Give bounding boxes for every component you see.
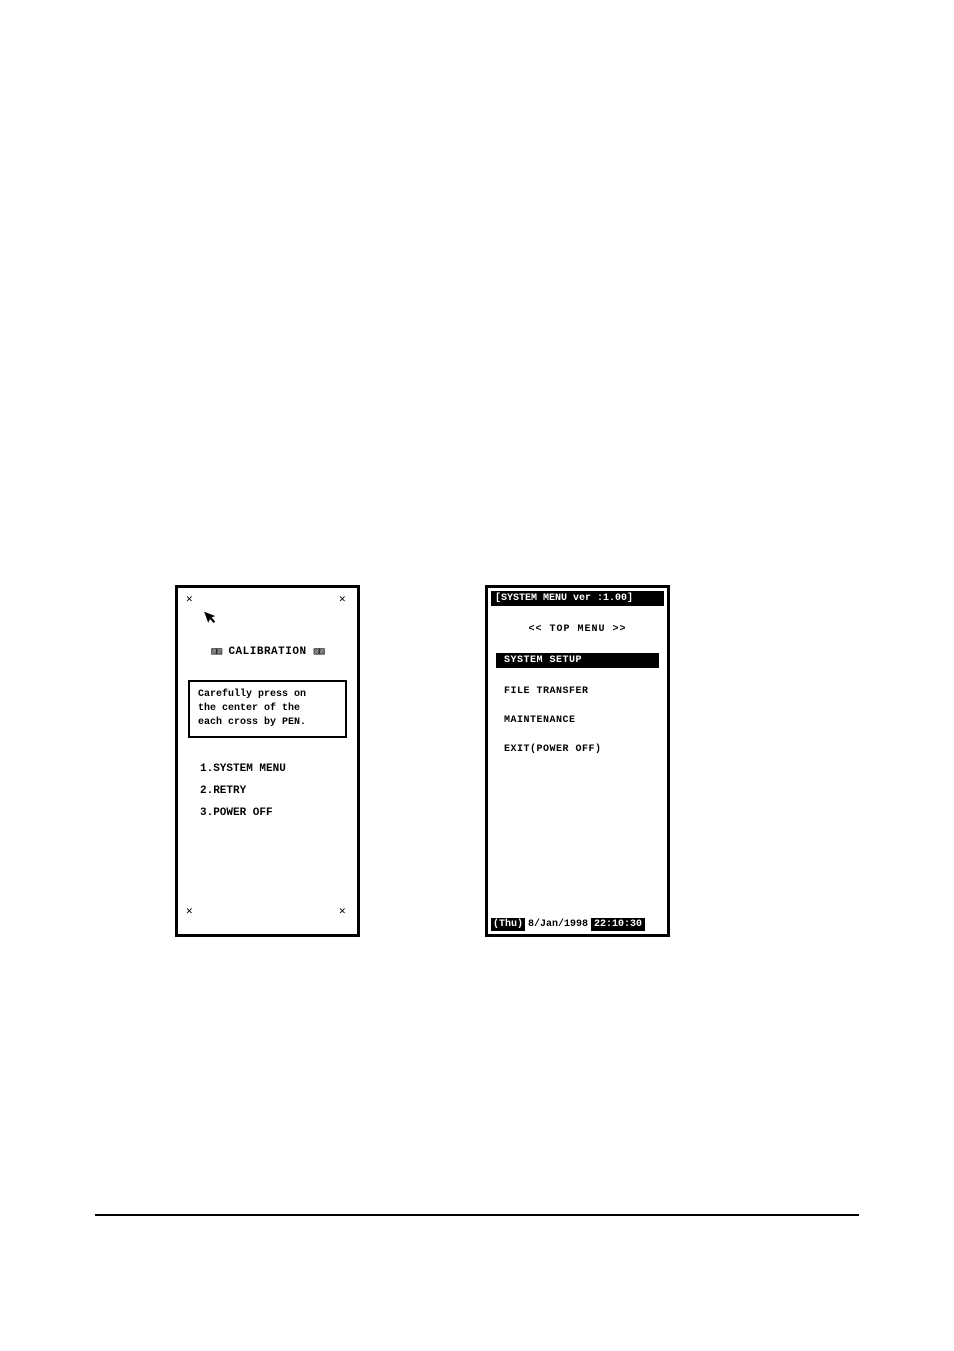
- option-power-off[interactable]: 3.POWER OFF: [200, 807, 286, 819]
- system-menu-screen: [SYSTEM MENU ver :1.00] << TOP MENU >> S…: [485, 585, 670, 937]
- instruction-line-2: the center of the: [198, 702, 337, 716]
- calibration-cross-bottom-right[interactable]: [339, 904, 349, 914]
- menu-item-file-transfer[interactable]: FILE TRANSFER: [504, 686, 667, 697]
- status-day: (Thu): [491, 918, 525, 931]
- menu-item-maintenance[interactable]: MAINTENANCE: [504, 715, 667, 726]
- option-system-menu[interactable]: 1.SYSTEM MENU: [200, 763, 286, 775]
- page-footer-line: [95, 1214, 859, 1216]
- cursor-icon: [203, 606, 223, 631]
- calibration-title: ▨▨ CALIBRATION ▨▨: [178, 646, 357, 658]
- status-date: 8/Jan/1998: [525, 918, 591, 931]
- calibration-cross-bottom-left[interactable]: [186, 904, 196, 914]
- hatch-right-icon: ▨▨: [314, 646, 324, 658]
- status-bar: (Thu) 8/Jan/1998 22:10:30: [491, 918, 664, 931]
- calibration-screen: ▨▨ CALIBRATION ▨▨ Carefully press on the…: [175, 585, 360, 937]
- status-time: 22:10:30: [591, 918, 645, 931]
- calibration-cross-top-right[interactable]: [339, 592, 349, 602]
- calibration-title-text: CALIBRATION: [228, 646, 306, 658]
- calibration-cross-top-left[interactable]: [186, 592, 196, 602]
- instruction-line-3: each cross by PEN.: [198, 716, 337, 730]
- system-menu-header: [SYSTEM MENU ver :1.00]: [491, 591, 664, 606]
- calibration-menu-options: 1.SYSTEM MENU 2.RETRY 3.POWER OFF: [200, 763, 286, 829]
- menu-item-exit[interactable]: EXIT(POWER OFF): [504, 744, 667, 755]
- option-retry[interactable]: 2.RETRY: [200, 785, 286, 797]
- menu-item-system-setup[interactable]: SYSTEM SETUP: [496, 653, 659, 668]
- instruction-box: Carefully press on the center of the eac…: [188, 680, 347, 738]
- instruction-line-1: Carefully press on: [198, 688, 337, 702]
- top-menu-label: << TOP MENU >>: [488, 624, 667, 635]
- hatch-left-icon: ▨▨: [211, 646, 221, 658]
